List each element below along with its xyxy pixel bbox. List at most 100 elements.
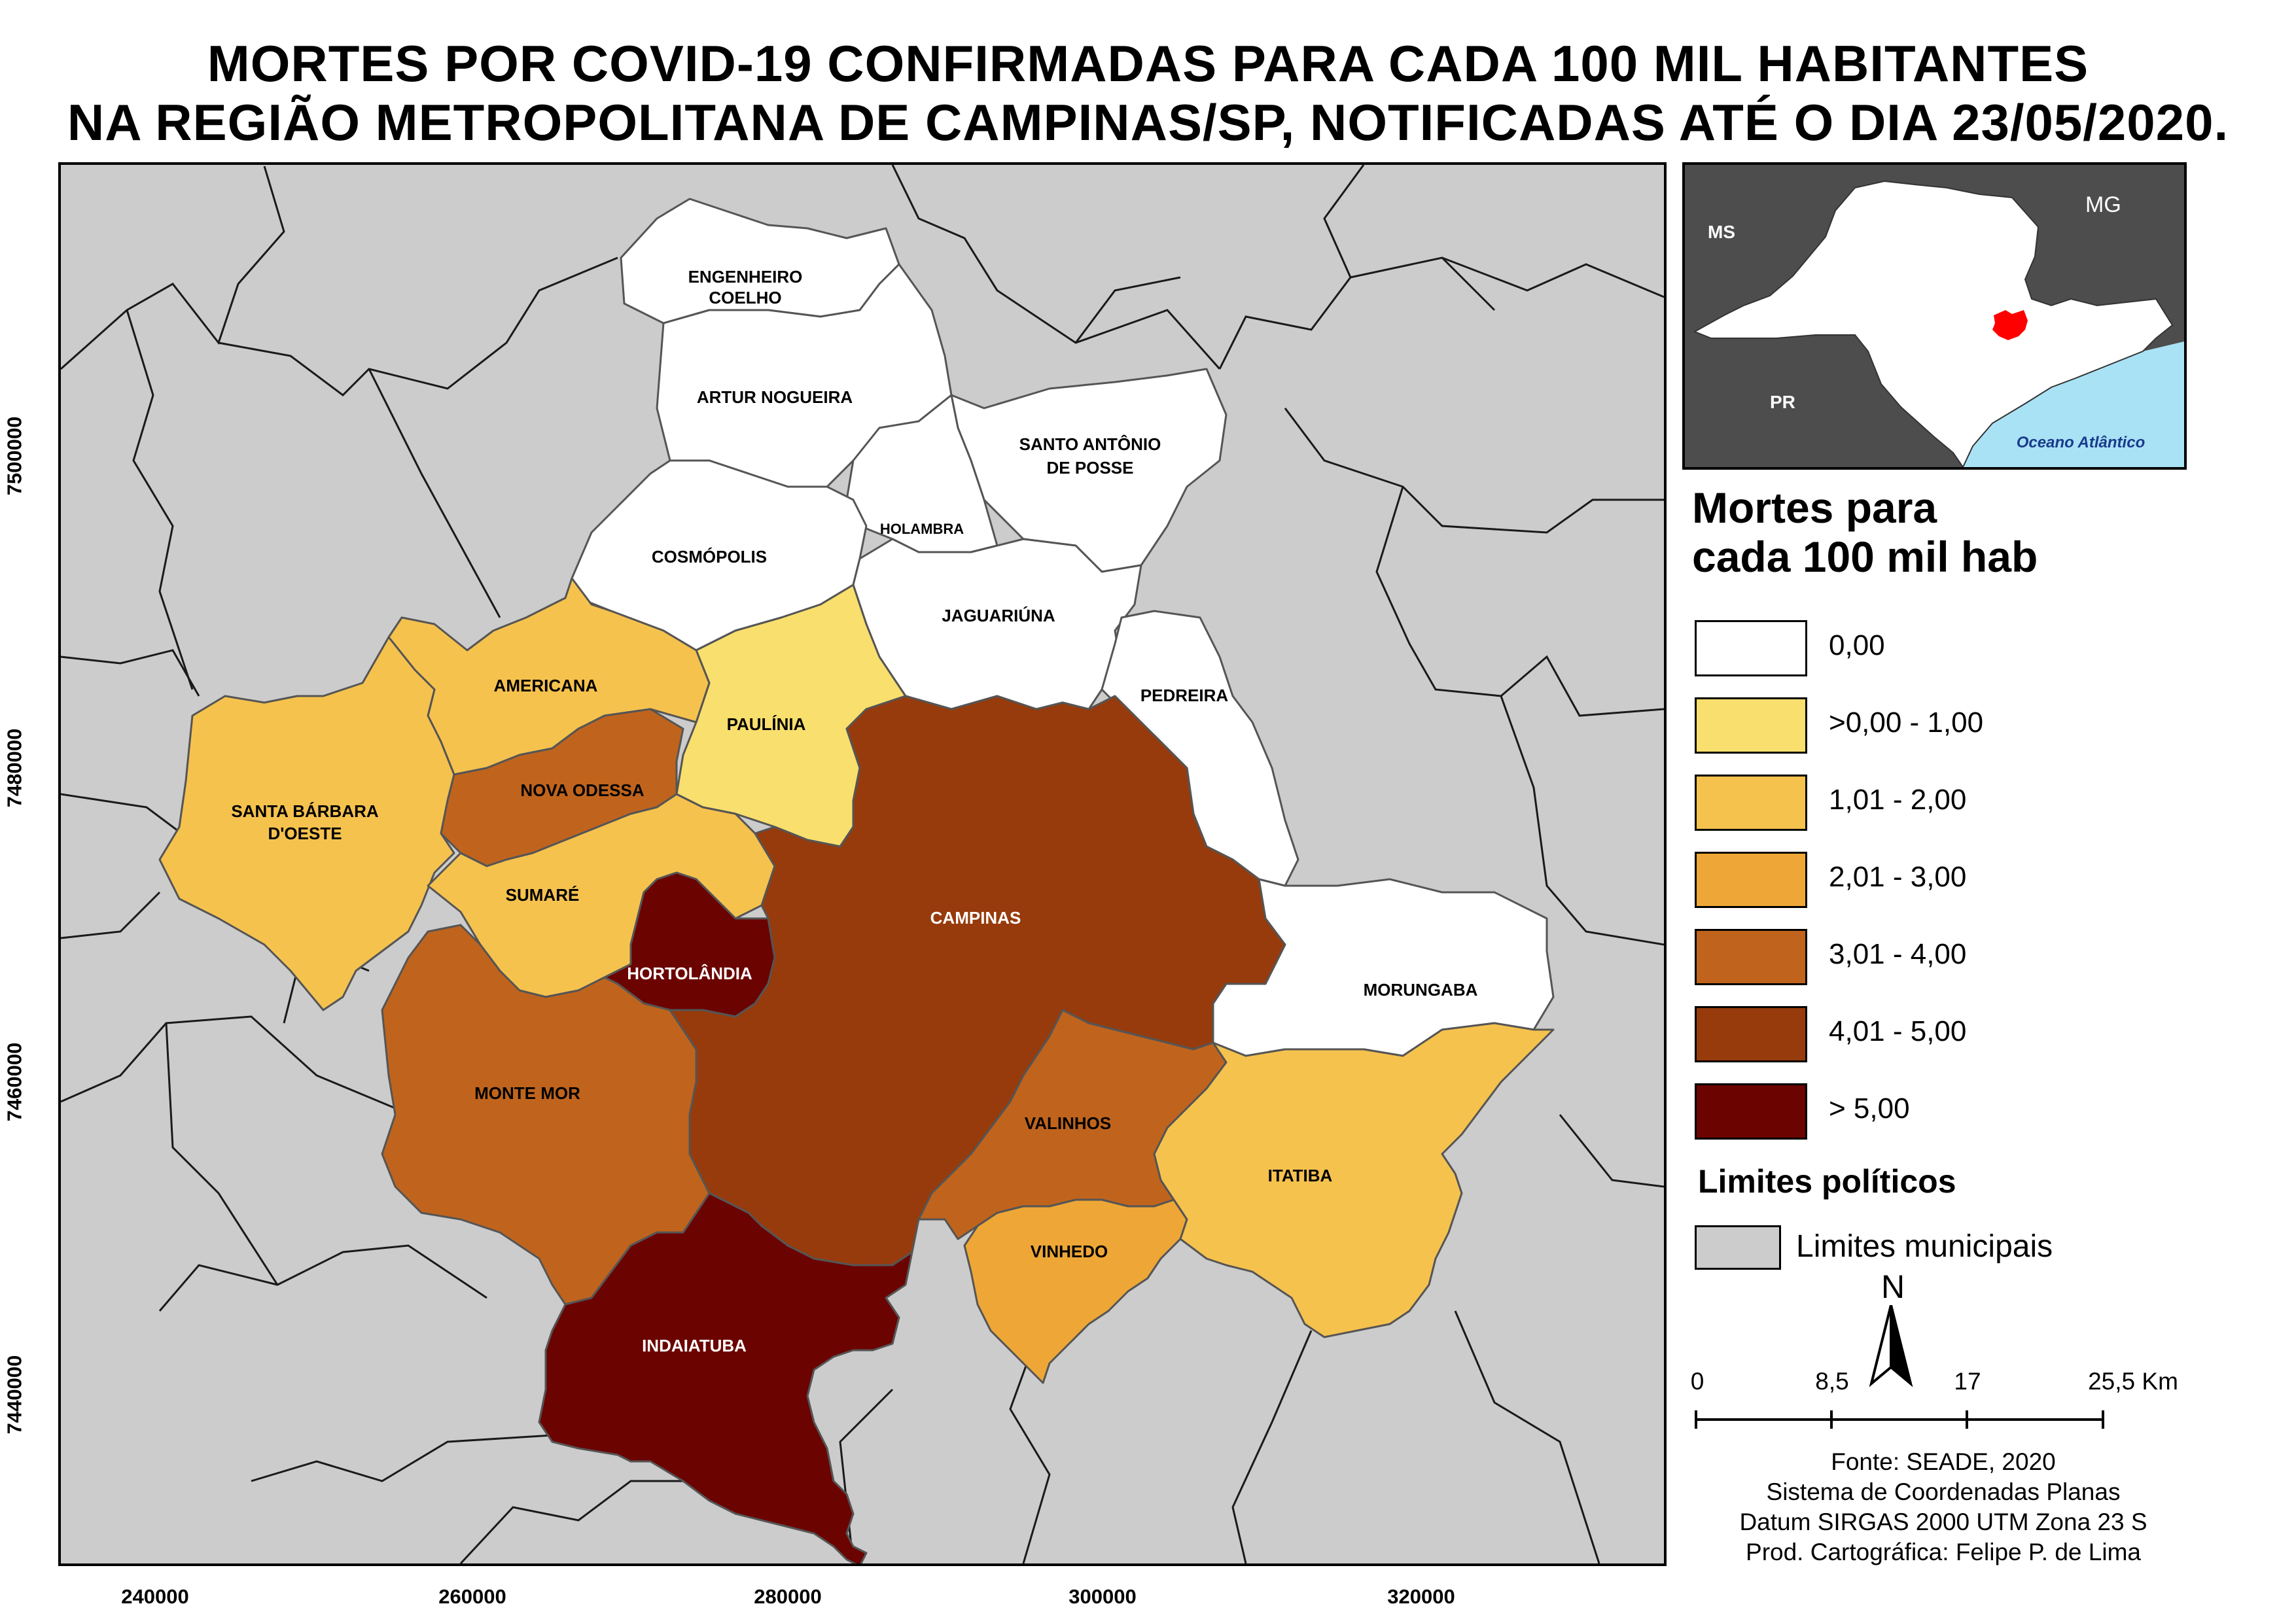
label-jaguariuna: JAGUARIÚNA	[942, 606, 1055, 625]
label-nova-odessa: NOVA ODESSA	[520, 780, 644, 800]
scale-label: 25,5 Km	[2088, 1368, 2178, 1395]
svg-text:COSMÓPOLIS: COSMÓPOLIS	[652, 547, 767, 567]
inset-sao-paulo-state	[1693, 180, 2174, 467]
inset-locator-map: MS MG PR Oceano Atlântico	[1682, 162, 2187, 470]
map-canvas: ENGENHEIRO COELHO ARTUR NOGUEIRA SANTO AN…	[61, 165, 1664, 1563]
legend-label: 0,00	[1829, 629, 1885, 661]
legend-swatch	[1695, 697, 1807, 754]
svg-text:ITATIBA: ITATIBA	[1268, 1166, 1333, 1185]
neighbor-boundaries	[61, 165, 1664, 1563]
legend-item: > 5,00	[1695, 1083, 2284, 1141]
label-pedreira: PEDREIRA	[1140, 686, 1229, 705]
label-engenheiro-coelho-2: COELHO	[709, 288, 781, 307]
y-tick-label: 7500000	[3, 416, 26, 496]
label-santa-barbara-1: SANTA BÁRBARA	[231, 801, 379, 821]
inset-ocean	[1963, 341, 2184, 467]
svg-text:MONTE MOR: MONTE MOR	[474, 1083, 580, 1103]
legend-label: 1,01 - 2,00	[1829, 784, 1967, 816]
label-santa-barbara-2: D'OESTE	[268, 824, 342, 843]
svg-text:SUMARÉ: SUMARÉ	[506, 885, 580, 905]
x-tick-label: 300000	[1069, 1585, 1137, 1608]
x-tick-label: 240000	[121, 1585, 189, 1608]
municipality-itatiba	[1153, 1022, 1555, 1338]
y-tick-label: 7480000	[3, 728, 26, 808]
label-campinas: CAMPINAS	[930, 908, 1021, 928]
svg-text:AMERICANA: AMERICANA	[494, 676, 598, 695]
x-tick-label: 320000	[1387, 1585, 1455, 1608]
inset-svg: MS MG PR Oceano Atlântico	[1685, 165, 2184, 467]
svg-text:PAULÍNIA: PAULÍNIA	[727, 714, 806, 734]
credits-datum: Datum SIRGAS 2000 UTM Zona 23 S	[1739, 1509, 2147, 1535]
legend-swatch	[1695, 775, 1807, 831]
legend-item: 1,01 - 2,00	[1695, 775, 2284, 832]
map-title-line-1: MORTES POR COVID-19 CONFIRMADAS PARA CAD…	[207, 35, 2089, 92]
svg-text:HORTOLÂNDIA: HORTOLÂNDIA	[627, 964, 752, 983]
scale-label: 0	[1690, 1368, 1704, 1395]
label-morungaba: MORUNGABA	[1364, 980, 1478, 1000]
legend-item: 0,00	[1695, 620, 2284, 678]
north-arrow-icon	[1869, 1305, 1913, 1387]
label-hortolandia: HORTOLÂNDIA	[627, 964, 752, 983]
legend-swatch	[1695, 620, 1807, 676]
label-indaiatuba: INDAIATUBA	[642, 1336, 747, 1355]
inset-label-ocean: Oceano Atlântico	[2017, 434, 2145, 451]
credits-author: Prod. Cartográfica: Felipe P. de Lima	[1746, 1539, 2141, 1565]
inset-rmc-region	[1992, 310, 2028, 340]
x-tick-label: 260000	[438, 1585, 506, 1608]
svg-text:ARTUR NOGUEIRA: ARTUR NOGUEIRA	[697, 387, 853, 407]
label-vinhedo: VINHEDO	[1031, 1242, 1108, 1261]
municipality-vinhedo	[963, 1198, 1188, 1384]
legend-label: 2,01 - 3,00	[1829, 861, 1967, 893]
label-valinhos: VALINHOS	[1025, 1113, 1111, 1133]
label-engenheiro-coelho-1: ENGENHEIRO	[688, 267, 803, 287]
legend-item: >0,00 - 1,00	[1695, 697, 2284, 755]
scale-label: 17	[1954, 1368, 1981, 1395]
map-title-line-2: NA REGIÃO METROPOLITANA DE CAMPINAS/SP, …	[67, 94, 2229, 151]
political-limits-heading: Limites políticos	[1698, 1163, 1956, 1200]
svg-text:HOLAMBRA: HOLAMBRA	[880, 521, 964, 537]
label-santo-antonio-2: DE POSSE	[1047, 458, 1134, 478]
svg-text:CAMPINAS: CAMPINAS	[930, 908, 1021, 928]
svg-text:VALINHOS: VALINHOS	[1025, 1113, 1111, 1133]
credits-source: Fonte: SEADE, 2020	[1831, 1448, 2056, 1475]
svg-text:NOVA ODESSA: NOVA ODESSA	[520, 780, 644, 800]
inset-label-mg: MG	[2085, 192, 2121, 217]
legend-heading-line-1: Mortes para	[1692, 483, 1937, 532]
svg-text:INDAIATUBA: INDAIATUBA	[642, 1336, 747, 1355]
label-paulinia: PAULÍNIA	[727, 714, 806, 734]
municipal-limits-swatch	[1695, 1225, 1781, 1270]
scale-bar	[1695, 1410, 2104, 1429]
municipality-labels: ENGENHEIRO COELHO ARTUR NOGUEIRA SANTO AN…	[231, 267, 1477, 1355]
credits-coordinate-system: Sistema de Coordenadas Planas	[1766, 1478, 2121, 1505]
inset-label-pr: PR	[1770, 392, 1795, 412]
legend-label: 4,01 - 5,00	[1829, 1015, 1967, 1047]
legend-heading-line-2: cada 100 mil hab	[1692, 532, 2038, 581]
label-itatiba: ITATIBA	[1268, 1166, 1333, 1185]
label-cosmopolis: COSMÓPOLIS	[652, 547, 767, 567]
legend-swatch	[1695, 1006, 1807, 1062]
x-tick-label: 280000	[754, 1585, 822, 1608]
rmc-municipalities	[158, 198, 1555, 1563]
legend-swatch	[1695, 852, 1807, 908]
north-label: N	[1881, 1268, 1905, 1305]
label-santo-antonio-1: SANTO ANTÔNIO	[1019, 434, 1161, 454]
main-map: ENGENHEIRO COELHO ARTUR NOGUEIRA SANTO AN…	[58, 162, 1667, 1566]
svg-text:PEDREIRA: PEDREIRA	[1140, 686, 1229, 705]
legend-item: 2,01 - 3,00	[1695, 852, 2284, 909]
y-tick-label: 7460000	[3, 1042, 26, 1122]
label-americana: AMERICANA	[494, 676, 598, 695]
municipal-limits-label: Limites municipais	[1796, 1229, 2053, 1264]
municipality-indaiatuba	[538, 1192, 913, 1563]
legend-label: >0,00 - 1,00	[1829, 707, 1984, 739]
legend-swatch	[1695, 1083, 1807, 1140]
legend-item: 4,01 - 5,00	[1695, 1006, 2284, 1064]
legend-label: 3,01 - 4,00	[1829, 938, 1967, 970]
legend-swatch	[1695, 929, 1807, 985]
scale-label: 8,5	[1815, 1368, 1849, 1395]
svg-text:VINHEDO: VINHEDO	[1031, 1242, 1108, 1261]
legend-item: 3,01 - 4,00	[1695, 929, 2284, 986]
svg-text:MORUNGABA: MORUNGABA	[1364, 980, 1478, 1000]
